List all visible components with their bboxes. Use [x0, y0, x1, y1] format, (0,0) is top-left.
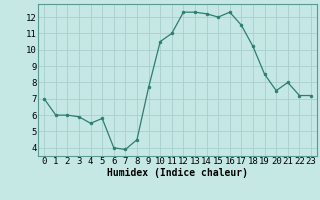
X-axis label: Humidex (Indice chaleur): Humidex (Indice chaleur) — [107, 168, 248, 178]
